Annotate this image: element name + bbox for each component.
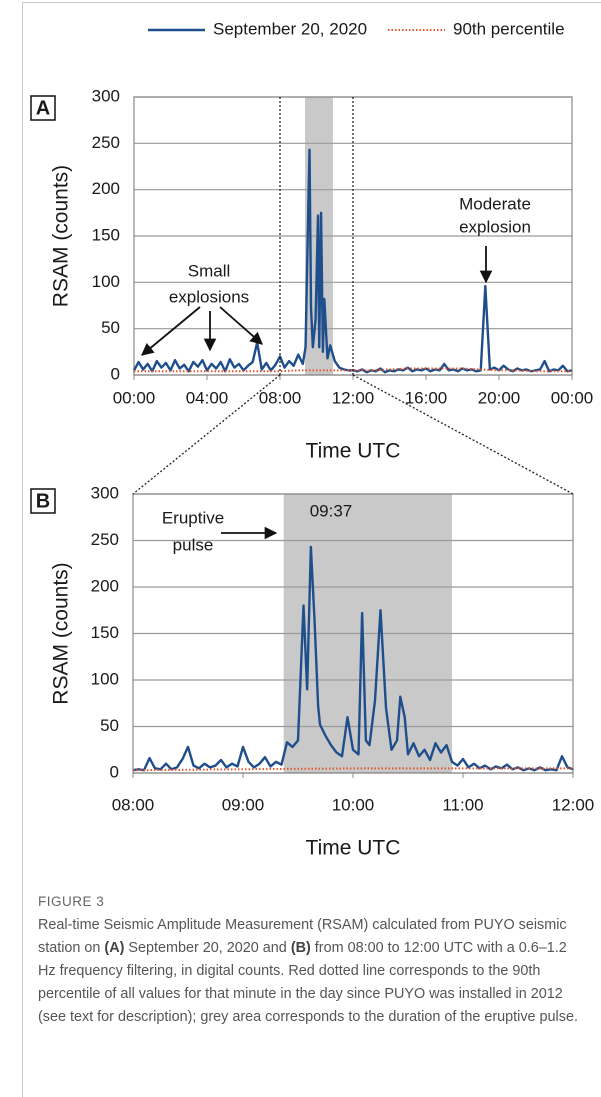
plot-frame [132,493,574,774]
y-tick-label: 200 [92,179,120,198]
x-axis-label: Time UTC [306,440,401,463]
annotation: pulse [173,535,214,554]
x-tick-label: 10:00 [332,795,375,814]
zoom-connector [352,374,574,495]
annotation-arrow [219,306,263,345]
annotation: Small [188,261,231,280]
x-tick-label: 04:00 [186,388,229,407]
x-tick-label: 20:00 [478,388,521,407]
y-tick-label: 150 [91,623,119,642]
x-tick-label: 00:00 [113,388,156,407]
x-tick-label: 16:00 [405,388,448,407]
series-line [134,367,572,373]
y-tick-label: 150 [92,225,120,244]
figure-frame [22,2,601,1097]
y-tick-label: 0 [111,364,120,383]
panel-box [30,95,56,121]
y-axis-label: RSAM (counts) [50,562,73,704]
x-tick-label: 12:00 [552,795,595,814]
caption-part: September 20, 2020 and [124,940,291,956]
y-tick-label: 250 [92,133,120,152]
caption-part: (B) [290,940,311,956]
figure-charts: 0 50 100 150 200 250 300 00:00 04:00 08:00 12:00 16… [30,19,595,860]
y-tick-label: 50 [100,716,119,735]
x-tick-label: 11:00 [442,795,483,814]
panel-box [30,488,56,514]
panel-label: B [36,490,50,512]
caption-part: (A) [104,940,125,956]
figure-caption: FIGURE 3 Real-time Seismic Amplitude Mea… [38,890,586,1029]
caption-part: from 08:00 to 12:00 UTC with a 0.6–1.2 H… [38,940,578,1025]
y-tick-label: 250 [91,530,119,549]
y-tick-label: 50 [101,318,120,337]
panel-label: A [36,97,50,119]
x-tick-label: 08:00 [259,388,302,407]
x-tick-label: 12:00 [332,388,375,407]
zoom-connector [132,374,281,495]
y-axis-label: RSAM (counts) [50,165,73,307]
y-tick-label: 300 [92,86,120,105]
y-tick-label: 100 [91,669,119,688]
annotation: Moderate [459,194,531,213]
y-tick-label: 200 [91,576,119,595]
y-tick-label: 300 [91,483,119,502]
annotation: explosion [459,217,531,236]
caption-part: Real-time Seismic Amplitude Measurement … [38,917,567,956]
legend-label: 90th percentile [453,19,565,38]
x-axis-label: Time UTC [306,837,401,860]
x-tick-label: 00:00 [551,388,594,407]
series-line [132,148,573,374]
y-tick-label: 0 [110,762,119,781]
annotation: 09:37 [310,501,353,520]
annotation: explosions [169,287,249,306]
series-line [132,545,574,772]
x-tick-label: 09:00 [222,795,265,814]
x-tick-label: 08:00 [112,795,155,814]
legend-label: September 20, 2020 [213,19,367,38]
y-tick-label: 100 [92,272,120,291]
caption-text: Real-time Seismic Amplitude Measurement … [38,914,586,1029]
annotation-arrow [141,306,201,356]
annotation: Eruptive [162,508,224,527]
caption-label: FIGURE 3 [38,894,105,909]
